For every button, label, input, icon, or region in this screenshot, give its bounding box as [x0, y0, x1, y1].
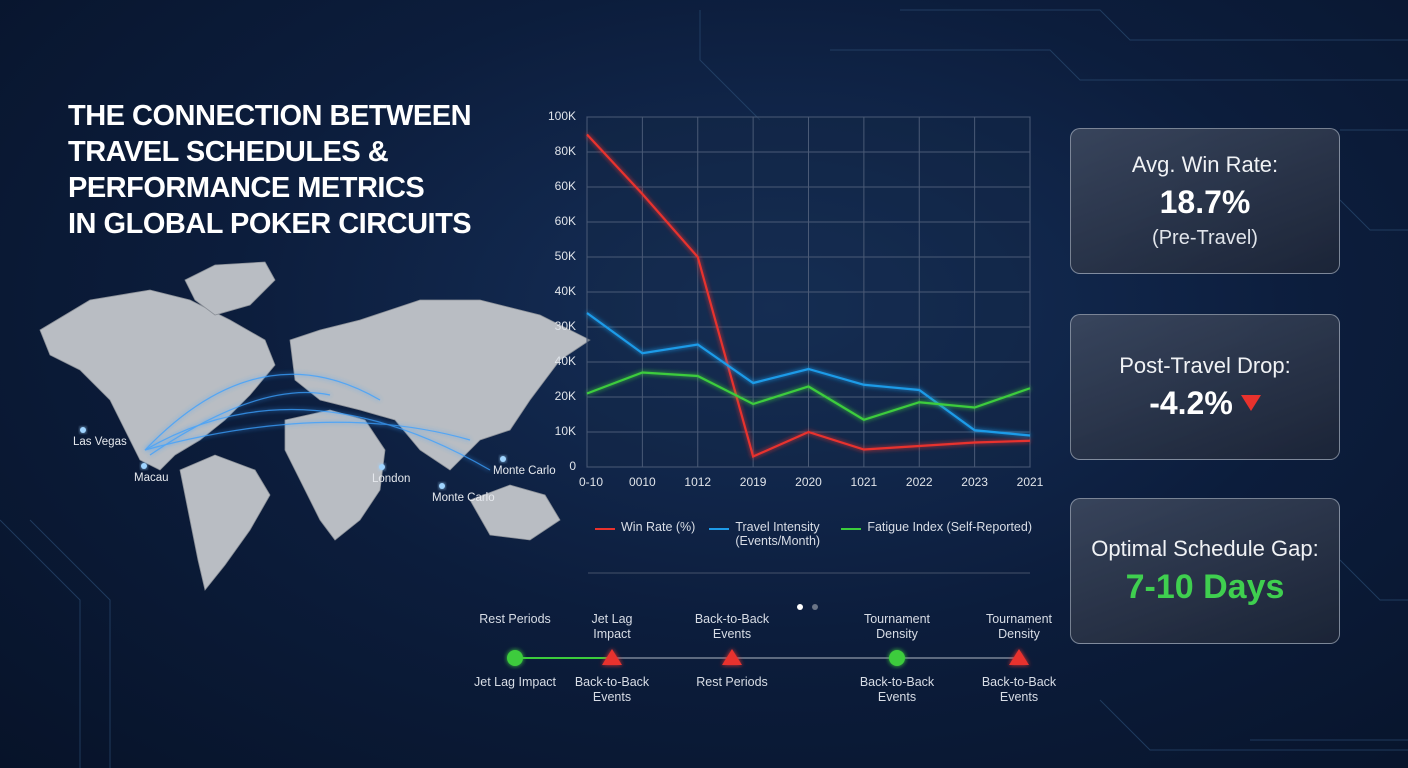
- y-tick-label: 20K: [555, 389, 576, 403]
- legend-item: Travel Intensity (Events/Month): [709, 520, 827, 548]
- city-dot: [500, 456, 506, 462]
- city-label: Macau: [134, 472, 169, 484]
- y-tick-label: 0: [569, 459, 576, 473]
- card-note: (Pre-Travel): [1152, 227, 1258, 249]
- x-tick-label: 0-10: [579, 475, 603, 489]
- x-tick-label: 2023: [961, 475, 988, 489]
- title-line: THE CONNECTION BETWEEN: [68, 100, 472, 132]
- timeline-marker: [722, 649, 742, 665]
- card-value-row: 7-10 Days: [1126, 568, 1285, 607]
- card-label: Post-Travel Drop:: [1119, 352, 1291, 378]
- pagination-dots: [797, 604, 818, 610]
- card-value: 18.7%: [1159, 184, 1251, 220]
- legend-label: Win Rate (%): [621, 520, 696, 534]
- card-value: -4.2%: [1149, 384, 1233, 421]
- title-line: TRAVEL SCHEDULES &: [68, 136, 389, 168]
- timeline-top-label: Tournament Density: [985, 612, 1052, 641]
- y-tick-label: 60K: [555, 179, 576, 193]
- flight-arcs: [144, 373, 491, 471]
- title-line: IN GLOBAL POKER CIRCUITS: [68, 208, 472, 240]
- y-tick-label: 80K: [555, 144, 576, 158]
- timeline-marker: [602, 649, 622, 665]
- x-tick-label: 0010: [629, 475, 656, 489]
- title-line: PERFORMANCE METRICS: [68, 172, 425, 204]
- card-value-row: 18.7%: [1160, 184, 1251, 221]
- card-value-row: -4.2%: [1149, 385, 1261, 422]
- title: THE CONNECTION BETWEEN TRAVEL SCHEDULES …: [68, 98, 472, 242]
- timeline-bottom-label: Back-to-Back Events: [859, 675, 935, 704]
- card-label: Optimal Schedule Gap:: [1091, 535, 1319, 561]
- card-label: Avg. Win Rate:: [1131, 152, 1279, 177]
- stat-card: Avg. Win Rate: 18.7% (Pre-Travel): [1070, 128, 1340, 274]
- city-label: London: [372, 473, 410, 485]
- circuit-decor: [0, 9, 1408, 768]
- legend-item: Win Rate (%): [595, 520, 695, 548]
- y-tick-label: 60K: [555, 214, 576, 228]
- city-dot: [379, 464, 385, 470]
- y-tick-label: 30K: [555, 319, 576, 333]
- x-tick-label: 1021: [851, 475, 878, 489]
- x-tick-label: 2022: [906, 475, 933, 489]
- timeline-top-label: Back-to-Back Events: [694, 612, 770, 641]
- series-line: [586, 133, 1031, 459]
- timeline-marker: [1009, 649, 1029, 665]
- timeline-bottom-label: Back-to-Back Events: [574, 675, 650, 704]
- x-tick-label: 2021: [1017, 475, 1044, 489]
- x-tick-label: 2020: [795, 475, 822, 489]
- x-tick-label: 1012: [684, 475, 711, 489]
- legend: Win Rate (%) Travel Intensity (Events/Mon…: [595, 520, 1032, 548]
- timeline-marker: [507, 650, 523, 666]
- card-value: 7-10 Days: [1125, 567, 1285, 606]
- timeline-top-label: Jet Lag Impact: [591, 612, 633, 641]
- city-label: Las Vegas: [73, 436, 127, 448]
- city-dot: [80, 427, 86, 433]
- city-label: Monte Carlo: [493, 465, 556, 477]
- y-tick-label: 40K: [555, 284, 576, 298]
- down-indicator: [1240, 395, 1261, 411]
- y-tick-label: 100K: [548, 109, 576, 123]
- legend-label: Travel Intensity (Events/Month): [735, 520, 821, 548]
- timeline-marker: [889, 650, 905, 666]
- timeline-top-label: Tournament Density: [863, 612, 930, 641]
- legend-label: Fatigue Index (Self-Reported): [867, 520, 1032, 534]
- timeline-bottom-label: Rest Periods: [696, 675, 768, 689]
- city-label: Monte Carlo: [432, 492, 495, 504]
- legend-swatch: [841, 528, 862, 530]
- y-tick-label: 10K: [555, 424, 576, 438]
- legend-swatch: [709, 528, 730, 530]
- city-dot: [141, 463, 147, 469]
- legend-item: Fatigue Index (Self-Reported): [841, 520, 1032, 548]
- world-map: [39, 261, 591, 591]
- y-tick-label: 40K: [555, 354, 576, 368]
- stat-card: Optimal Schedule Gap: 7-10 Days: [1070, 498, 1340, 644]
- timeline-bottom-label: Jet Lag Impact: [474, 675, 556, 689]
- x-tick-label: 2019: [740, 475, 767, 489]
- city-dot: [439, 483, 445, 489]
- series-line: [586, 371, 1031, 421]
- timeline-top-label: Rest Periods: [479, 612, 551, 626]
- stat-card: Post-Travel Drop: -4.2%: [1070, 314, 1340, 460]
- legend-swatch: [595, 528, 615, 530]
- series-line: [586, 312, 1031, 437]
- timeline-bottom-label: Back-to-Back Events: [981, 675, 1057, 704]
- y-tick-label: 50K: [555, 249, 576, 263]
